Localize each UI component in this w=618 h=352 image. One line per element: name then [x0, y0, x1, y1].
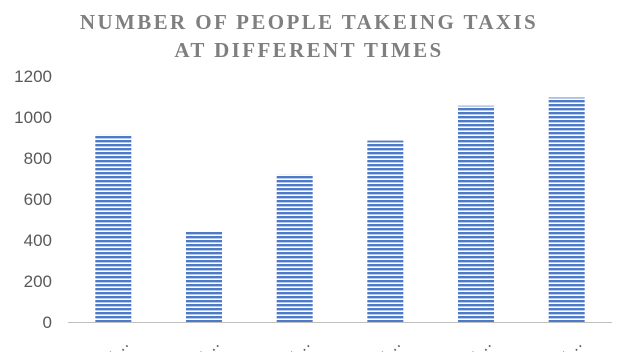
y-tick-label: 600	[24, 190, 52, 209]
bar	[367, 140, 404, 322]
bar	[95, 134, 132, 322]
bar	[548, 97, 585, 323]
y-tick-label: 1200	[14, 67, 52, 86]
bar	[458, 105, 494, 322]
x-tick-label: 4:…	[188, 334, 223, 352]
y-tick-label: 800	[24, 149, 52, 168]
bar	[186, 230, 222, 322]
x-tick-label: 1:…	[460, 334, 495, 352]
y-tick-label: 0	[43, 313, 52, 332]
bar	[276, 174, 313, 322]
x-tick-label: 2:…	[550, 334, 585, 352]
chart-title-line-2: AT DIFFERENT TIMES	[174, 38, 443, 62]
chart-title: NUMBER OF PEOPLE TAKEING TAXIS AT DIFFER…	[80, 10, 538, 62]
y-axis: 0 200 400 600 800 1000 1200	[14, 67, 52, 332]
bars	[95, 97, 585, 323]
chart-title-line-1: NUMBER OF PEOPLE TAKEING TAXIS	[80, 10, 538, 34]
y-tick-label: 1000	[14, 108, 52, 127]
x-tick-label: 0:…	[97, 334, 132, 352]
x-tick-label: 1:…	[369, 334, 404, 352]
x-axis: 0:… 4:… 8:… 1:… 1:… 2:…	[97, 334, 586, 352]
y-tick-label: 400	[24, 231, 52, 250]
y-tick-label: 200	[24, 272, 52, 291]
x-tick-label: 8:…	[278, 334, 313, 352]
